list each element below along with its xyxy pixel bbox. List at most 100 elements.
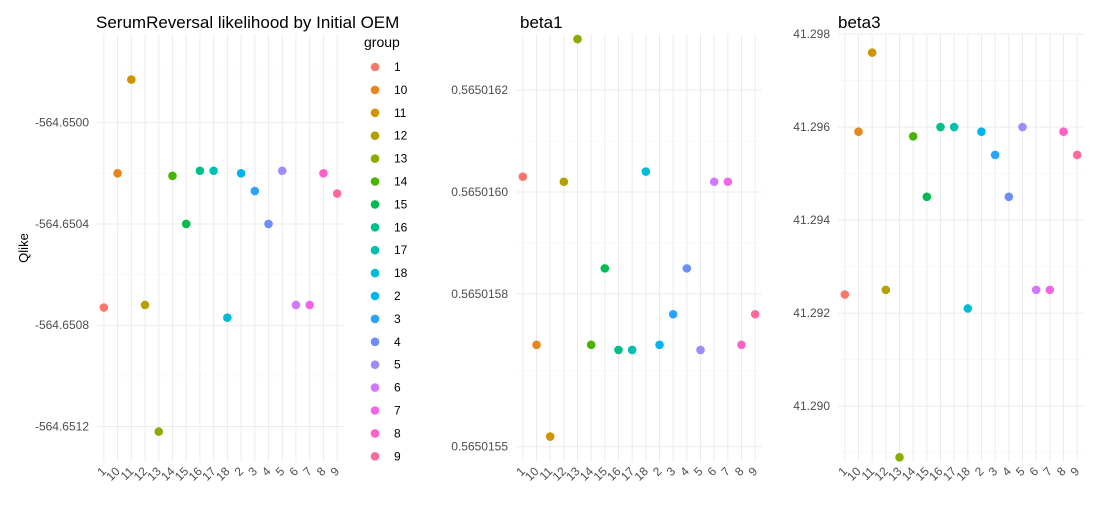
- x-tick-label: 18: [954, 464, 974, 484]
- data-point: [264, 219, 273, 229]
- legend-item: 1: [370, 60, 401, 74]
- panel-2: 0.56501620.56501600.56501580.56501551101…: [451, 13, 762, 484]
- x-tick-label: 8: [732, 464, 747, 479]
- legend-swatch: [370, 62, 380, 72]
- legend-swatch: [370, 223, 380, 232]
- x-tick-label: 2: [232, 464, 247, 479]
- x-tick-label: 18: [632, 464, 652, 484]
- x-tick-label: 5: [273, 464, 288, 479]
- y-tick-label: 41.298: [793, 27, 830, 41]
- legend-swatch: [370, 383, 380, 392]
- y-tick-label: -564.6504: [35, 217, 89, 231]
- legend-swatch: [370, 200, 380, 209]
- legend-label: 13: [394, 152, 408, 166]
- legend-swatch: [370, 245, 380, 255]
- data-point: [641, 167, 651, 176]
- legend-label: 1: [394, 60, 401, 74]
- data-point: [723, 177, 733, 187]
- data-point: [750, 309, 760, 319]
- legend-item: 15: [370, 197, 408, 211]
- data-point: [840, 290, 850, 299]
- y-tick-label: 0.5650155: [451, 440, 508, 454]
- x-tick-label: 6: [705, 464, 720, 479]
- data-point: [99, 303, 109, 312]
- data-point: [277, 166, 287, 176]
- x-tick-label: 7: [718, 464, 733, 479]
- data-point: [949, 122, 959, 132]
- legend-item: 17: [370, 243, 408, 257]
- legend-item: 9: [370, 449, 401, 463]
- legend-item: 12: [370, 129, 408, 143]
- panel-1: -564.6500-564.6504-564.6508-564.65121101…: [16, 13, 399, 484]
- x-tick-label: 6: [1027, 464, 1042, 479]
- data-point: [867, 48, 877, 57]
- legend-item: 16: [370, 220, 408, 234]
- legend-swatch: [370, 337, 380, 347]
- data-point: [682, 264, 692, 273]
- legend-swatch: [370, 314, 380, 324]
- x-tick-label: 4: [999, 464, 1014, 479]
- y-tick-label: 0.5650162: [451, 83, 508, 97]
- legend-label: 11: [394, 106, 407, 120]
- data-point: [1004, 192, 1014, 202]
- y-tick-label: -564.6500: [35, 116, 89, 130]
- data-point: [250, 186, 260, 196]
- legend-label: 16: [394, 220, 408, 234]
- y-tick-label: 41.290: [793, 399, 830, 413]
- legend-swatch: [370, 131, 380, 140]
- legend-label: 6: [394, 381, 401, 395]
- data-point: [113, 168, 122, 178]
- legend-swatch: [370, 85, 380, 95]
- legend-label: 12: [394, 129, 408, 143]
- data-point: [127, 75, 136, 84]
- x-tick-label: 3: [664, 464, 679, 479]
- x-tick-label: 6: [286, 464, 301, 479]
- data-point: [990, 150, 1000, 160]
- x-tick-label: 9: [1068, 464, 1083, 479]
- data-point: [600, 264, 610, 273]
- legend-swatch: [370, 291, 380, 301]
- panel-title: beta3: [838, 13, 881, 32]
- data-point: [908, 132, 918, 141]
- x-tick-label: 4: [259, 464, 274, 479]
- legend-label: 14: [394, 175, 408, 189]
- legend-item: 18: [370, 266, 408, 280]
- x-tick-label: 7: [300, 464, 315, 479]
- data-point: [881, 285, 891, 295]
- data-point: [1018, 122, 1027, 132]
- data-point: [586, 340, 596, 350]
- y-tick-label: 41.292: [793, 306, 830, 320]
- y-tick-label: 41.296: [793, 120, 830, 134]
- x-tick-label: 2: [650, 464, 665, 479]
- legend-label: 2: [394, 289, 401, 303]
- data-point: [655, 340, 664, 350]
- data-point: [737, 340, 746, 350]
- legend-item: 7: [370, 404, 401, 418]
- legend-label: 8: [394, 426, 401, 440]
- legend-label: 18: [394, 266, 408, 280]
- data-point: [209, 166, 218, 176]
- legend-swatch: [370, 268, 380, 278]
- data-point: [936, 122, 945, 132]
- data-point: [977, 127, 986, 136]
- y-tick-label: 0.5650160: [451, 185, 508, 199]
- x-tick-label: 5: [691, 464, 706, 479]
- x-tick-label: 5: [1013, 464, 1028, 479]
- legend: group 1 10 11 12 13 14 15 16 17 18 2 3 4 5 6 7 8 9: [364, 34, 408, 463]
- panel-title: beta1: [520, 13, 563, 32]
- data-point: [614, 345, 623, 355]
- panels: -564.6500 -564.6504 -564.6508 -564.6512 1 10 1…: [16, 13, 1084, 484]
- y-tick-label: 41.294: [793, 213, 830, 227]
- legend-swatch: [370, 108, 380, 118]
- data-point: [518, 172, 528, 181]
- data-point: [573, 34, 582, 44]
- legend-item: 14: [370, 175, 408, 189]
- data-point: [168, 171, 177, 181]
- data-point: [154, 427, 164, 436]
- legend-swatch: [370, 177, 380, 186]
- y-tick-label: -564.6512: [35, 420, 89, 434]
- x-tick-label: 4: [677, 464, 692, 479]
- legend-label: 17: [394, 243, 408, 257]
- x-tick-label: 7: [1040, 464, 1055, 479]
- data-point: [627, 345, 637, 355]
